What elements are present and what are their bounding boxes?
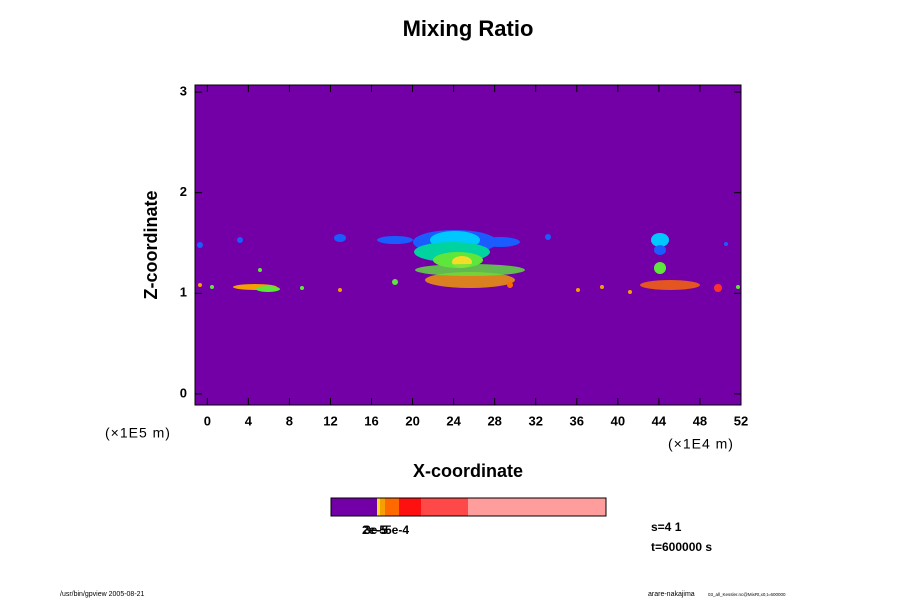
x-tick-label: 44: [652, 413, 667, 428]
colorbar-label: 5e-4: [385, 523, 409, 537]
footer: 03_all_Kessler.nc@MixRt,x0,t=600000: [708, 592, 786, 597]
y-unit: (×1E5 m): [105, 425, 171, 441]
y-tick-label: 3: [180, 83, 187, 98]
x-tick-label: 48: [693, 413, 707, 428]
x-tick-label: 52: [734, 413, 748, 428]
x-tick-label: 36: [570, 413, 584, 428]
x-tick-label: 12: [323, 413, 337, 428]
footer: /usr/bin/gpview 2005-08-21: [60, 591, 145, 598]
colorbar: [330, 497, 607, 517]
annotation: s=4 1: [651, 520, 682, 534]
footer: arare-nakajima: [648, 591, 695, 598]
y-tick-label: 1: [180, 285, 187, 300]
contour-field: [197, 230, 740, 294]
x-tick-label: 0: [204, 413, 211, 428]
x-tick-label: 8: [286, 413, 293, 428]
x-tick-label: 24: [446, 413, 461, 428]
x-tick-label: 4: [245, 413, 253, 428]
x-tick-label: 32: [529, 413, 543, 428]
x-axis-label: X-coordinate: [413, 461, 523, 481]
annotation: t=600000 s: [651, 540, 712, 554]
colorbar-label: 3e-5: [364, 523, 388, 537]
y-tick-label: 2: [180, 184, 187, 199]
x-tick-label: 16: [364, 413, 378, 428]
x-tick-label: 20: [405, 413, 419, 428]
chart-title: Mixing Ratio: [403, 16, 534, 41]
x-unit: (×1E4 m): [668, 436, 734, 452]
x-tick-label: 28: [487, 413, 501, 428]
y-axis-label: Z-coordinate: [141, 190, 161, 299]
y-tick-label: 0: [180, 385, 187, 400]
x-tick-label: 40: [611, 413, 625, 428]
colorbar-label: 2e-5: [362, 523, 386, 537]
